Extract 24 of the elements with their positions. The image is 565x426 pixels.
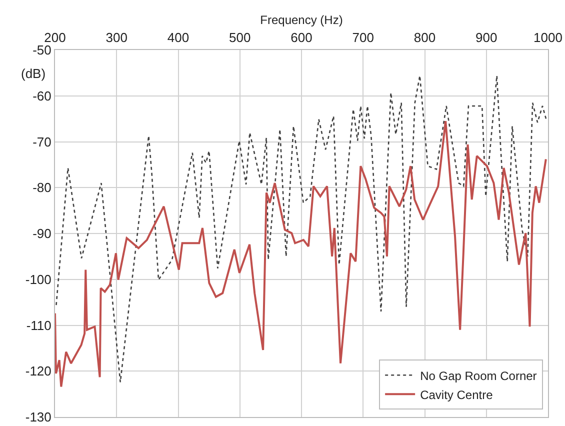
y-tick-label: -130: [25, 410, 52, 425]
x-axis-title: Frequency (Hz): [260, 13, 343, 28]
line-series: [55, 120, 547, 388]
x-tick-label: 500: [229, 30, 251, 45]
line-series: [56, 75, 547, 383]
x-tick-label: 800: [414, 30, 436, 45]
legend-label: Cavity Centre: [420, 388, 494, 402]
y-tick-label: -50: [32, 42, 52, 58]
x-tick-label: 600: [290, 30, 312, 45]
x-tick-label: 1000: [534, 30, 562, 45]
x-tick-label: 700: [352, 30, 374, 45]
y-tick-label: -120: [25, 364, 52, 379]
x-tick-label: 200: [44, 30, 66, 45]
legend-label: No Gap Room Corner: [420, 368, 537, 383]
y-tick-label: -90: [32, 226, 52, 242]
x-tick-label: 900: [476, 30, 498, 45]
x-tick-label: 400: [167, 30, 190, 45]
y-tick-label: -80: [32, 180, 52, 196]
y-tick-label: -60: [32, 88, 52, 104]
y-tick-label: -70: [32, 134, 52, 150]
y-tick-label: -110: [26, 318, 52, 333]
x-tick-label: 300: [106, 30, 128, 45]
y-axis-title: (dB): [21, 66, 46, 81]
y-tick-label: -100: [25, 272, 52, 287]
